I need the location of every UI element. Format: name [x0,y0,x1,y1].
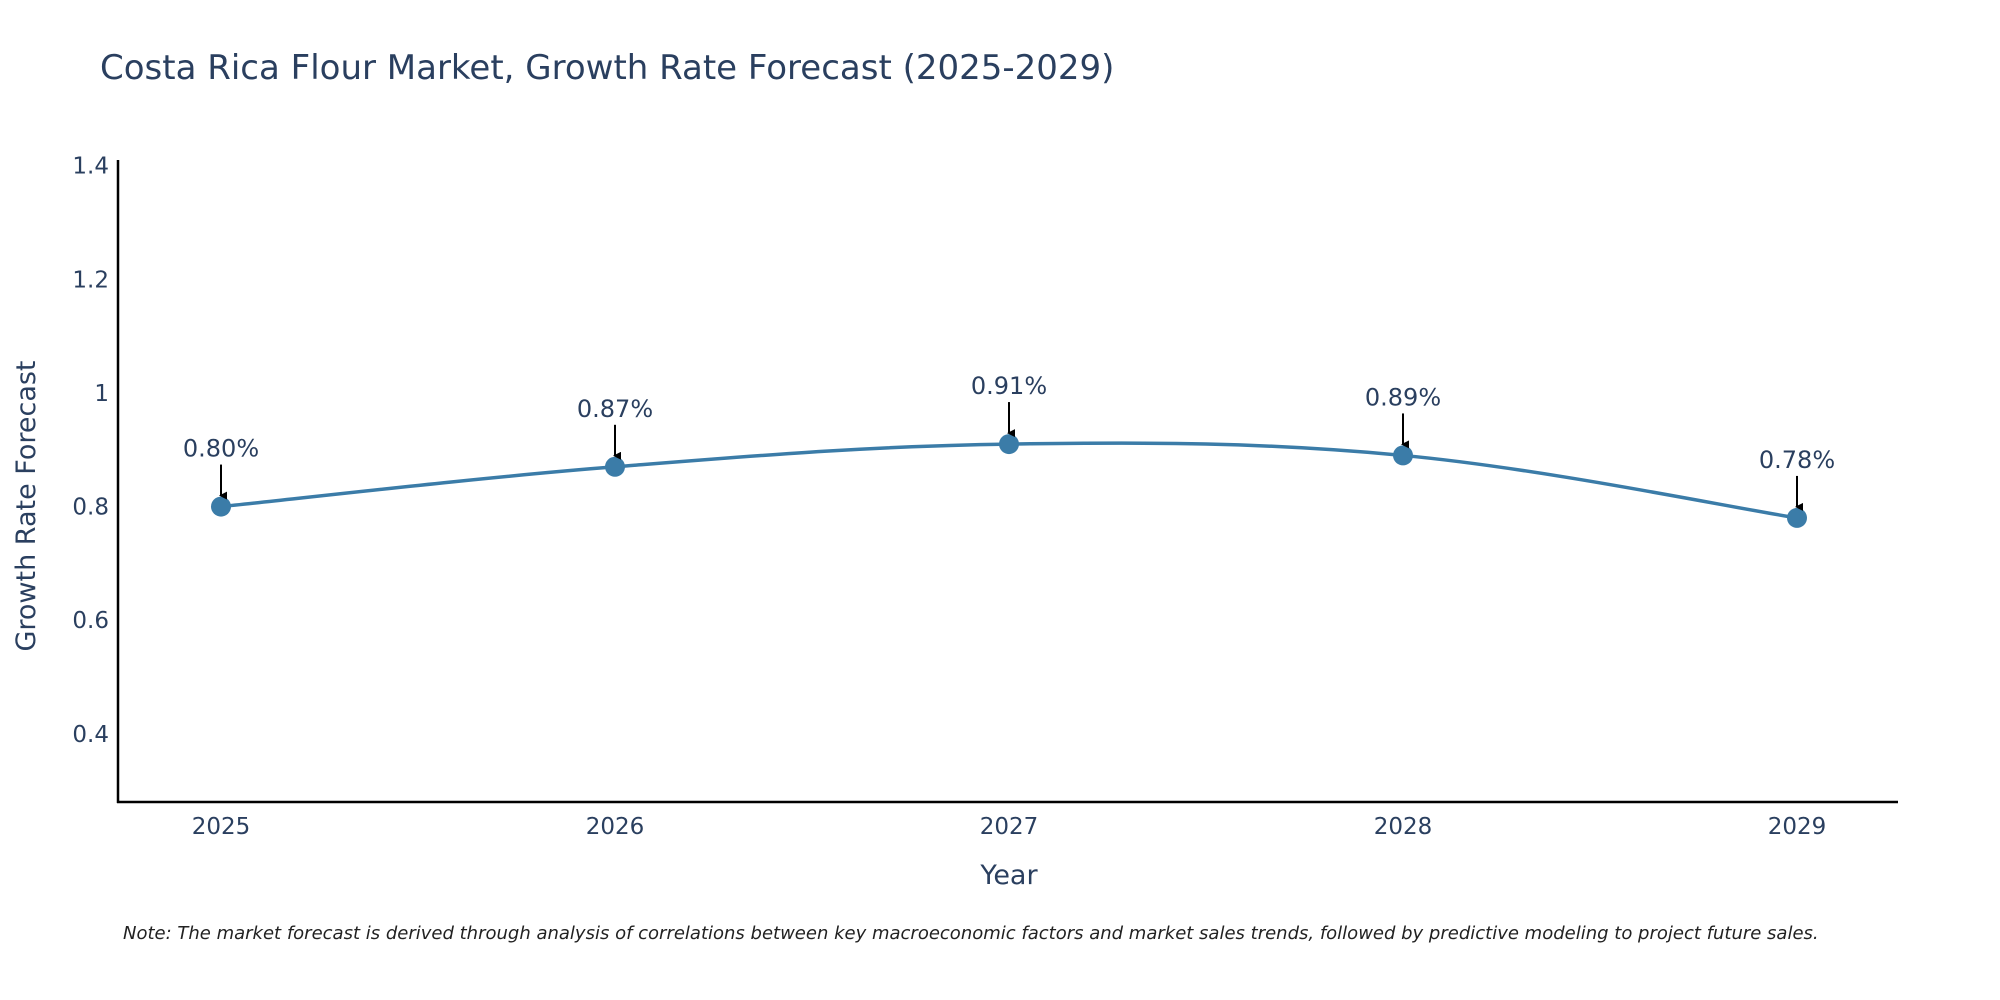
x-axis-ticks: 2025 2026 2027 2028 2029 [192,814,1827,840]
y-axis-title: Growth Rate Forecast [11,360,42,651]
y-tick-label: 0.4 [72,722,109,748]
data-label-2029: 0.78% [1759,446,1835,474]
x-tick-label: 2025 [192,814,251,840]
chart-title: Costa Rica Flour Market, Growth Rate For… [100,48,1114,88]
y-tick-label: 1.2 [72,267,109,293]
x-tick-label: 2027 [980,814,1039,840]
data-point-2028 [1393,445,1413,466]
y-tick-label: 1 [94,381,109,407]
y-tick-label: 0.6 [72,608,109,634]
data-label-2026: 0.87% [577,395,653,423]
y-axis-ticks: 0.4 0.6 0.8 1 1.2 1.4 [72,154,109,748]
data-point-2025 [211,496,231,517]
data-label-2028: 0.89% [1365,383,1441,411]
data-label-2025: 0.80% [183,435,259,463]
series-markers [211,434,1807,528]
x-tick-label: 2029 [1768,814,1827,840]
series-line [220,441,1798,520]
data-point-2026 [605,456,625,477]
x-tick-label: 2026 [586,814,645,840]
data-annotations: 0.80% 0.87% 0.91% 0.89% 0.78% [183,372,1835,511]
x-tick-label: 2028 [1374,814,1433,840]
y-tick-label: 1.4 [72,154,109,180]
y-tick-label: 0.8 [72,495,109,521]
data-point-2029 [1787,507,1807,528]
x-axis-title: Year [979,860,1038,891]
footnote: Note: The market forecast is derived thr… [123,923,1819,944]
data-label-2027: 0.91% [971,372,1047,400]
data-point-2027 [999,434,1019,455]
